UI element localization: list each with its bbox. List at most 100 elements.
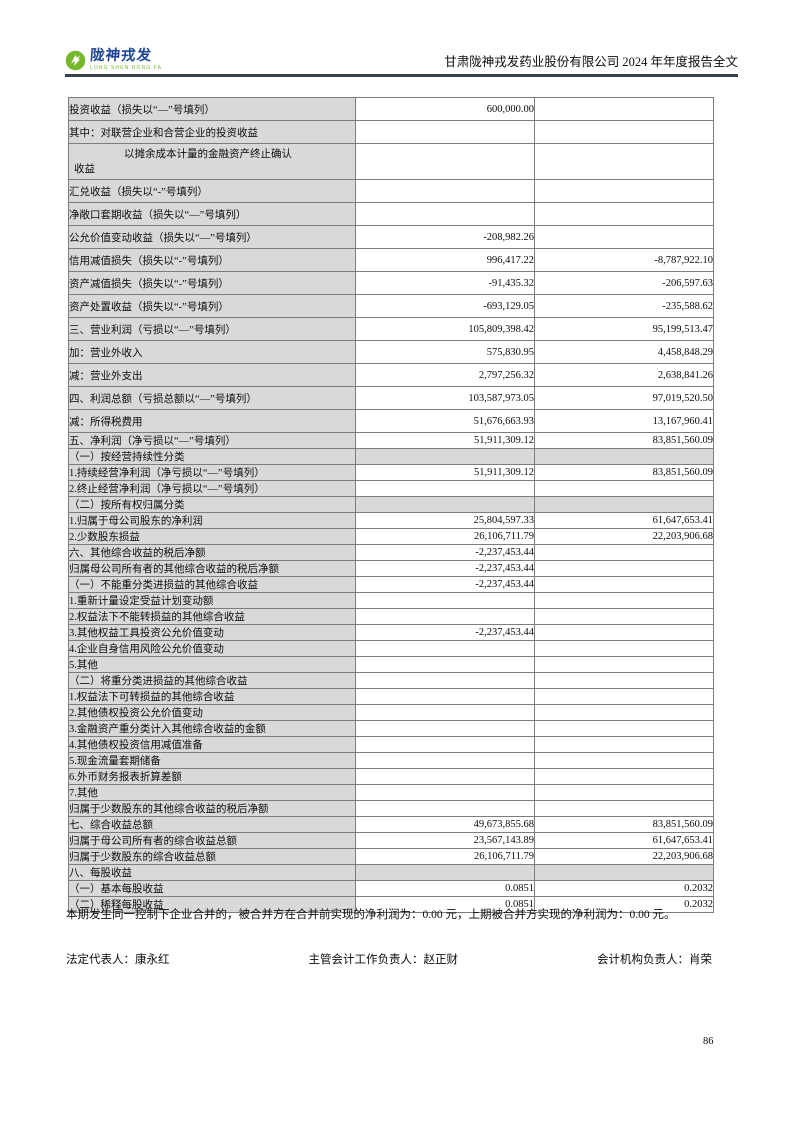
row-label: （二）按所有权归属分类 xyxy=(68,496,356,513)
row-label: 资产处置收益（损失以“-”号填列） xyxy=(68,294,356,318)
row-value-prior xyxy=(534,656,714,673)
row-value-prior xyxy=(534,179,714,203)
row-label: 其中：对联营企业和合营企业的投资收益 xyxy=(68,120,356,144)
row-label: 信用减值损失（损失以“-”号填列） xyxy=(68,248,356,272)
row-value-prior: 83,851,560.09 xyxy=(534,432,714,449)
row-label: （一）不能重分类进损益的其他综合收益 xyxy=(68,576,356,593)
document-title: 甘肃陇神戎发药业股份有限公司 2024 年年度报告全文 xyxy=(444,54,738,69)
table-row: 资产减值损失（损失以“-”号填列） -91,435.32 -206,597.63 xyxy=(68,271,714,295)
row-value-current xyxy=(355,120,535,144)
row-value-current xyxy=(355,736,535,753)
row-label: 净敞口套期收益（损失以“—”号填列） xyxy=(68,202,356,226)
row-value-prior xyxy=(534,720,714,737)
row-label: 3.其他权益工具投资公允价值变动 xyxy=(68,624,356,641)
row-label: 减：所得税费用 xyxy=(68,409,356,433)
table-row: （一）按经营持续性分类 xyxy=(68,448,714,465)
row-label: 归属母公司所有者的其他综合收益的税后净额 xyxy=(68,560,356,577)
row-value-current xyxy=(355,143,535,180)
row-value-prior xyxy=(534,448,714,465)
row-value-current: 575,830.95 xyxy=(355,340,535,364)
row-value-prior xyxy=(534,704,714,721)
row-value-prior: 61,647,653.41 xyxy=(534,512,714,529)
row-label: （一）按经营持续性分类 xyxy=(68,448,356,465)
row-label: 5.现金流量套期储备 xyxy=(68,752,356,769)
table-row: 5.现金流量套期储备 xyxy=(68,752,714,769)
row-value-current xyxy=(355,448,535,465)
chief-accountant: 主管会计工作负责人：赵正财 xyxy=(308,954,459,966)
row-value-prior xyxy=(534,97,714,121)
row-value-current: -2,237,453.44 xyxy=(355,544,535,561)
row-value-prior xyxy=(534,202,714,226)
row-label: 2.其他债权投资公允价值变动 xyxy=(68,704,356,721)
row-value-prior: -235,588.62 xyxy=(534,294,714,318)
company-logo: 陇神戎发 LONG SHEN RONG FA xyxy=(65,48,163,71)
row-label: 1.重新计量设定受益计划变动额 xyxy=(68,592,356,609)
row-value-current xyxy=(355,592,535,609)
row-label: 加：营业外收入 xyxy=(68,340,356,364)
table-row: （二）稀释每股收益 0.0851 0.2032 xyxy=(68,896,714,913)
merger-note: 本期发生同一控制下企业合并的，被合并方在合并前实现的净利润为：0.00 元，上期… xyxy=(66,909,676,921)
row-value-prior xyxy=(534,496,714,513)
table-row: 7.其他 xyxy=(68,784,714,801)
row-value-prior: 83,851,560.09 xyxy=(534,816,714,833)
table-row: 七、综合收益总额 49,673,855.68 83,851,560.09 xyxy=(68,816,714,833)
table-row: 三、营业利润（亏损以“—”号填列） 105,809,398.42 95,199,51… xyxy=(68,317,714,341)
row-value-prior: 83,851,560.09 xyxy=(534,464,714,481)
table-row: （二）按所有权归属分类 xyxy=(68,496,714,513)
row-label: 公允价值变动收益（损失以“—”号填列） xyxy=(68,225,356,249)
row-value-prior xyxy=(534,672,714,689)
row-value-prior xyxy=(534,800,714,817)
row-label: 投资收益（损失以“—”号填列） xyxy=(68,97,356,121)
logo-brand-cn: 陇神戎发 xyxy=(89,48,153,65)
table-row: 减：所得税费用 51,676,663.93 13,167,960.41 xyxy=(68,409,714,433)
table-row: 2.其他债权投资公允价值变动 xyxy=(68,704,714,721)
row-label: 归属于母公司所有者的综合收益总额 xyxy=(68,832,356,849)
row-value-current: -208,982.26 xyxy=(355,225,535,249)
table-row: 其中：对联营企业和合营企业的投资收益 xyxy=(68,120,714,144)
table-row: （一）不能重分类进损益的其他综合收益 -2,237,453.44 xyxy=(68,576,714,593)
row-label: 2.终止经营净利润（净亏损以“—”号填列） xyxy=(68,480,356,497)
row-value-current xyxy=(355,768,535,785)
table-row: 汇兑收益（损失以“-”号填列） xyxy=(68,179,714,203)
row-value-prior xyxy=(534,480,714,497)
row-value-prior xyxy=(534,688,714,705)
table-row: 1.归属于母公司股东的净利润 25,804,597.33 61,647,653.41 xyxy=(68,512,714,529)
page-header: 陇神戎发 LONG SHEN RONG FA 甘肃陇神戎发药业股份有限公司 20… xyxy=(65,46,738,74)
table-row: 6.外币财务报表折算差额 xyxy=(68,768,714,785)
income-statement-body: 投资收益（损失以“—”号填列） 600,000.00 其中：对联营企业和合营企业的投… xyxy=(68,97,714,913)
row-value-prior xyxy=(534,592,714,609)
row-value-current xyxy=(355,656,535,673)
row-label: 4.企业自身信用风险公允价值变动 xyxy=(68,640,356,657)
row-label: 1.权益法下可转损益的其他综合收益 xyxy=(68,688,356,705)
row-value-prior: 2,638,841.26 xyxy=(534,363,714,387)
row-value-prior: 97,019,520.50 xyxy=(534,386,714,410)
row-value-current: 25,804,597.33 xyxy=(355,512,535,529)
row-value-current xyxy=(355,179,535,203)
row-value-prior xyxy=(534,752,714,769)
row-value-prior xyxy=(534,560,714,577)
row-label: 1.持续经营净利润（净亏损以“—”号填列） xyxy=(68,464,356,481)
row-value-current xyxy=(355,704,535,721)
row-value-prior xyxy=(534,608,714,625)
row-value-prior xyxy=(534,544,714,561)
row-value-current: 0.0851 xyxy=(355,880,535,897)
row-value-current xyxy=(355,720,535,737)
row-value-current xyxy=(355,640,535,657)
table-row: 净敞口套期收益（损失以“—”号填列） xyxy=(68,202,714,226)
table-row: 投资收益（损失以“—”号填列） 600,000.00 xyxy=(68,97,714,121)
table-row: 加：营业外收入 575,830.95 4,458,848.29 xyxy=(68,340,714,364)
logo-brand-en: LONG SHEN RONG FA xyxy=(90,64,163,71)
table-row: 公允价值变动收益（损失以“—”号填列） -208,982.26 xyxy=(68,225,714,249)
row-value-current: 0.0851 xyxy=(355,896,535,913)
row-value-current xyxy=(355,672,535,689)
row-label: （二）稀释每股收益 xyxy=(68,896,356,913)
row-value-prior xyxy=(534,768,714,785)
row-label: 四、利润总额（亏损总额以“—”号填列） xyxy=(68,386,356,410)
row-value-current xyxy=(355,864,535,881)
logo-wordmark: 陇神戎发 LONG SHEN RONG FA xyxy=(89,48,163,71)
row-value-prior: 13,167,960.41 xyxy=(534,409,714,433)
row-value-current xyxy=(355,496,535,513)
table-row: 归属于母公司所有者的综合收益总额 23,567,143.89 61,647,653.… xyxy=(68,832,714,849)
row-label: （一）基本每股收益 xyxy=(68,880,356,897)
